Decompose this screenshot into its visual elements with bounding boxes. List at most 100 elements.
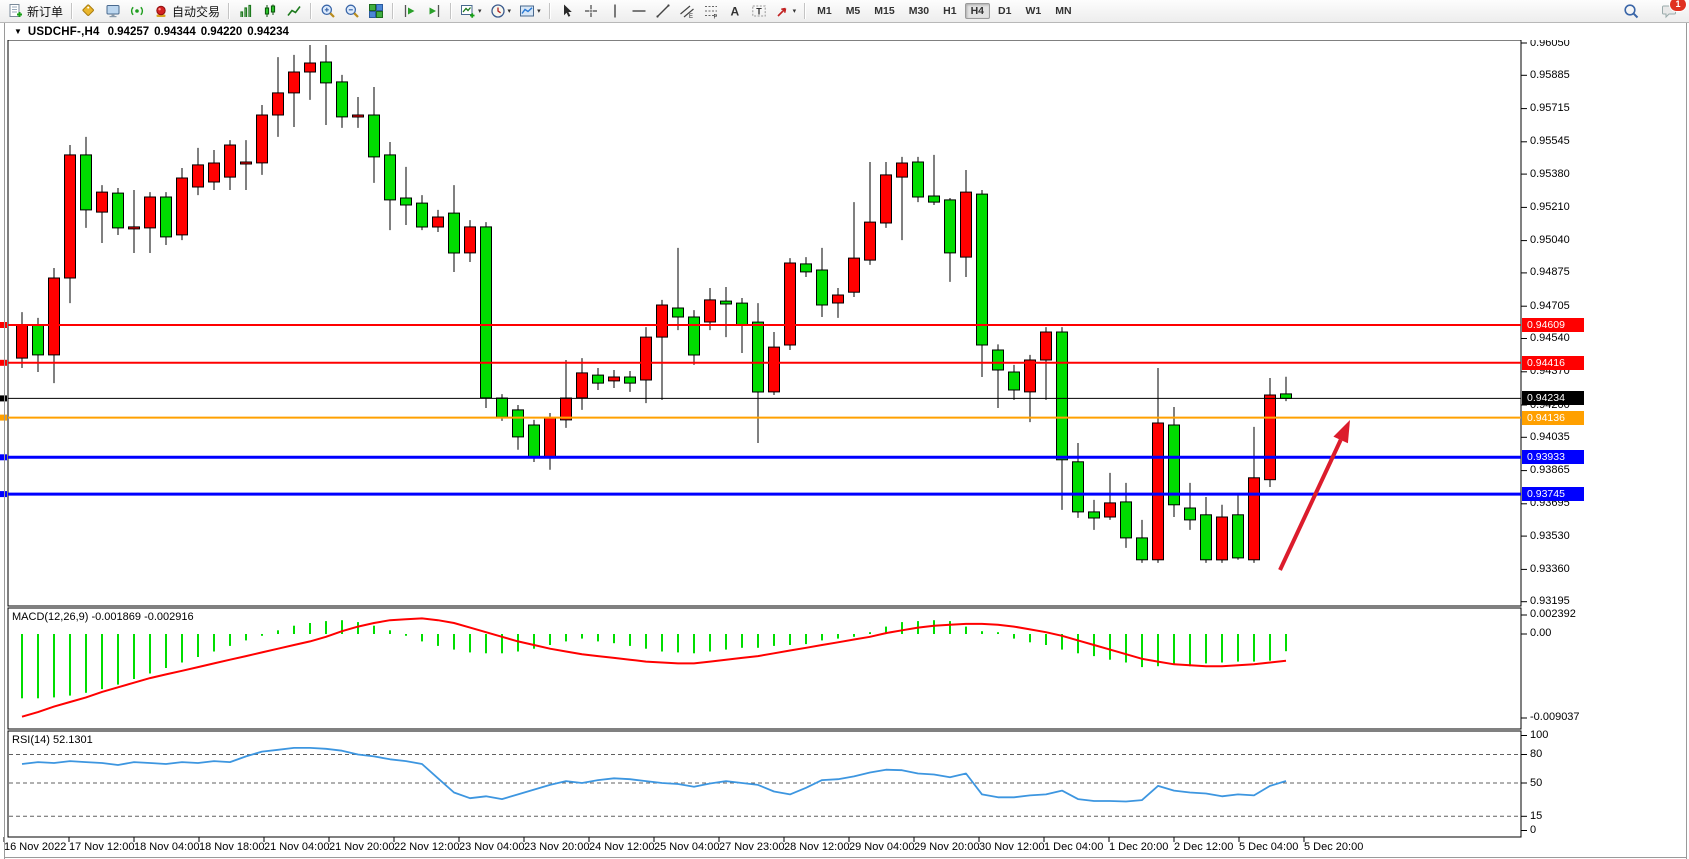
toolbar-group: ▾ ▾ ▾ <box>456 0 545 23</box>
hline-0.94609[interactable] <box>0 322 1521 328</box>
new-chart-icon <box>460 3 476 19</box>
crosshair-button[interactable] <box>579 0 603 22</box>
crosshair-icon <box>583 3 599 19</box>
horizontal-line-button[interactable] <box>627 0 651 22</box>
tab-timeframe-W1[interactable]: W1 <box>1025 5 1042 17</box>
autotrading-button[interactable]: 自动交易 <box>149 0 224 22</box>
chart-shift-button[interactable] <box>398 0 422 22</box>
tab-timeframe-M1[interactable]: M1 <box>817 5 832 17</box>
svg-text:E: E <box>689 14 693 19</box>
toolbar-group: 新订单 <box>4 0 67 23</box>
zoom-in-icon <box>320 3 336 19</box>
tile-windows-icon <box>368 3 384 19</box>
chart-title-bar: ▼ USDCHF-,H4 0.94257 0.94344 0.94220 0.9423… <box>0 23 1689 40</box>
toolbar-separator <box>804 3 807 19</box>
autotrading-icon <box>153 3 169 19</box>
templates-dropdown-caret: ▾ <box>537 8 541 15</box>
macd-signal-line <box>21 617 1287 718</box>
cursor-button[interactable] <box>555 0 579 22</box>
window-bottom-border <box>4 857 1687 858</box>
trendline-icon <box>655 3 671 19</box>
svg-text:F: F <box>713 15 717 20</box>
vertical-line-button[interactable] <box>603 0 627 22</box>
low-value: 0.94220 <box>200 25 243 38</box>
svg-text:T: T <box>756 7 762 17</box>
trend-arrow[interactable] <box>1278 420 1350 571</box>
new-order-label: 新订单 <box>27 4 64 19</box>
toolbar-group <box>234 0 306 23</box>
candles-icon <box>262 3 278 19</box>
line-chart-icon <box>286 3 302 19</box>
tab-timeframe-M5[interactable]: M5 <box>845 5 861 17</box>
high-value: 0.94344 <box>154 25 196 38</box>
svg-text:A: A <box>730 5 739 19</box>
hline-0.93745[interactable] <box>0 491 1521 498</box>
bar-chart-mode-button[interactable] <box>234 0 258 22</box>
main-toolbar: 新订单 自动交易 ▾ ▾ ▾ E F A T ▾ M1 M5 M15 M30 H1 H4 D1 W1 MN 1 <box>0 0 1689 23</box>
toolbar-separator <box>548 3 551 19</box>
text-button[interactable]: A <box>723 0 747 22</box>
chart-menu-dropdown-icon[interactable]: ▼ <box>14 27 22 36</box>
equidistant-channel-button[interactable]: E <box>675 0 699 22</box>
toolbar-right-cluster: 1 <box>1619 0 1687 22</box>
tab-timeframe-M15[interactable]: M15 <box>874 5 895 17</box>
time-axis-ticks <box>3 837 1305 842</box>
channel-icon: E <box>679 3 695 19</box>
chart-shift-icon <box>402 3 418 19</box>
search-button[interactable] <box>1619 0 1643 22</box>
trendline-button[interactable] <box>651 0 675 22</box>
fibonacci-icon: F <box>703 3 719 19</box>
toolbar-separator <box>310 3 313 19</box>
tab-timeframe-H1[interactable]: H1 <box>943 5 957 17</box>
tab-timeframe-H4[interactable]: H4 <box>964 3 991 19</box>
new-chart-dropdown-caret: ▾ <box>478 8 482 15</box>
tab-timeframe-M30[interactable]: M30 <box>908 5 930 17</box>
window-left-border <box>4 23 5 859</box>
market-watch-button[interactable] <box>101 0 125 22</box>
auto-scroll-icon <box>426 3 442 19</box>
bar-chart-icon <box>238 3 254 19</box>
auto-scroll-button[interactable] <box>422 0 446 22</box>
zoom-in-button[interactable] <box>316 0 340 22</box>
macd-histogram <box>21 620 1287 699</box>
new-chart-button[interactable]: ▾ <box>456 0 486 22</box>
hline-0.94416[interactable] <box>0 359 1521 366</box>
tab-timeframe-MN[interactable]: MN <box>1055 5 1072 17</box>
signals-button[interactable] <box>125 0 149 22</box>
hline-0.94136[interactable] <box>0 414 1521 421</box>
periods-button[interactable]: ▾ <box>486 0 516 22</box>
hline-0.94234[interactable] <box>0 395 1521 402</box>
hline-0.93933[interactable] <box>0 454 1521 461</box>
toolbar-separator <box>392 3 395 19</box>
rsi-line <box>21 747 1287 803</box>
tag-icon <box>81 3 97 19</box>
symbols-button[interactable] <box>77 0 101 22</box>
pane-frames <box>7 39 1522 838</box>
toolbar-separator <box>450 3 453 19</box>
tile-windows-button[interactable] <box>364 0 388 22</box>
templates-button[interactable]: ▾ <box>515 0 545 22</box>
text-label-icon: T <box>751 3 767 19</box>
new-order-button[interactable]: 新订单 <box>4 0 67 22</box>
ohlc-readout: 0.94257 0.94344 0.94220 0.94234 <box>108 26 294 38</box>
close-value: 0.94234 <box>247 25 289 38</box>
line-chart-mode-button[interactable] <box>282 0 306 22</box>
toolbar-group: E F A T ▾ <box>555 0 801 23</box>
zoom-out-button[interactable] <box>340 0 364 22</box>
tab-timeframe-D1[interactable]: D1 <box>998 5 1012 17</box>
templates-icon <box>519 3 535 19</box>
periods-dropdown-caret: ▾ <box>507 8 512 15</box>
fibonacci-button[interactable]: F <box>699 0 723 22</box>
text-icon: A <box>727 3 743 19</box>
candle-chart-mode-button[interactable] <box>258 0 282 22</box>
symbol-title: USDCHF-,H4 <box>27 25 100 38</box>
search-icon <box>1623 3 1639 19</box>
toolbar-separator <box>71 3 74 19</box>
signal-icon <box>129 3 145 19</box>
text-label-button[interactable]: T <box>747 0 771 22</box>
notifications-button[interactable]: 1 <box>1657 0 1687 22</box>
arrows-button[interactable]: ▾ <box>771 0 801 22</box>
zoom-out-icon <box>344 3 360 19</box>
